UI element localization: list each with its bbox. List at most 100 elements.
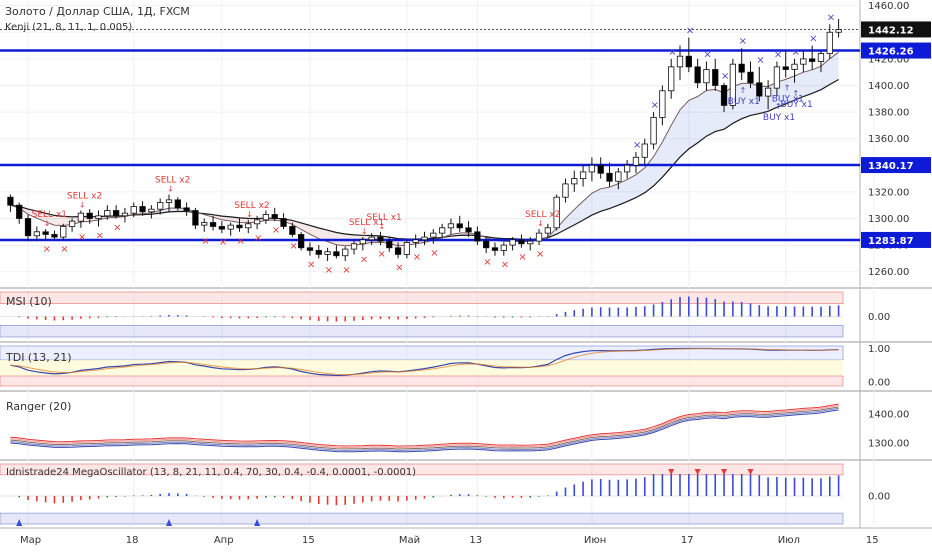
buy-cross-marker: ×	[686, 26, 694, 37]
candle-body	[24, 218, 32, 237]
kenji-cloud-segment	[829, 52, 839, 85]
candle-body	[694, 66, 701, 84]
price-tick-label: 1400.00	[868, 81, 909, 92]
candle-body	[33, 231, 40, 237]
candle-body	[280, 218, 287, 227]
candle-body	[773, 66, 781, 89]
buy-cross-marker: ×	[809, 34, 817, 45]
sell-signal-label: SELL x1	[349, 218, 384, 228]
candle-body	[571, 178, 578, 185]
candle-body	[756, 82, 763, 97]
sell-cross-marker: ×	[325, 265, 333, 276]
mega-top-marker	[721, 469, 728, 475]
price-tick-label: 1320.00	[868, 187, 909, 198]
candle-body	[139, 206, 146, 213]
candle-body	[465, 227, 472, 233]
candle-body	[359, 239, 366, 245]
candle-body	[562, 183, 569, 198]
oversold-zone	[0, 512, 844, 525]
kenji-cloud-segment	[609, 183, 619, 209]
candle-body	[474, 231, 481, 242]
candle-body	[253, 219, 261, 225]
mega-top-marker	[694, 469, 701, 475]
buy-cross-marker: ×	[774, 50, 782, 61]
candle-body	[42, 231, 49, 235]
candle-body	[130, 206, 137, 214]
sell-signal-label: SELL x1	[366, 213, 401, 223]
level-price-label: 1283.87	[868, 236, 914, 247]
candle-body	[421, 236, 428, 241]
kenji-cloud-segment	[741, 83, 751, 119]
candle-body	[377, 236, 384, 242]
candle-body	[16, 204, 23, 219]
kenji-cloud-segment	[794, 72, 804, 101]
candle-body	[95, 215, 102, 219]
kenji-cloud-segment	[706, 89, 716, 137]
level-price-label: 1340.17	[868, 161, 914, 172]
candle-body	[218, 226, 225, 230]
candle-body	[350, 243, 358, 250]
sell-cross-marker: ×	[430, 248, 438, 259]
candle-body	[165, 199, 173, 203]
sell-cross-marker: ×	[501, 260, 509, 271]
tdi-signal-line	[10, 348, 839, 376]
sell-signal-arrow: ↓	[361, 227, 368, 236]
last-price-badge	[861, 21, 931, 38]
kenji-cloud-segment	[803, 69, 813, 97]
candle-body	[624, 164, 631, 173]
sell-cross-marker: ×	[342, 265, 350, 276]
ranger-pane-title: Ranger (20)	[6, 400, 72, 413]
candle-body	[483, 240, 490, 249]
buy-signal-arrow: ↑	[775, 102, 782, 111]
kenji-cloud-segment	[54, 215, 64, 226]
kenji-cloud-segment	[565, 209, 575, 230]
oversold-zone	[0, 325, 844, 338]
price-tick-label: 1460.00	[868, 1, 909, 12]
candle-body	[588, 164, 596, 173]
sell-signal-arrow: ↓	[167, 185, 174, 194]
buy-signal-label: BUY x1	[763, 113, 795, 123]
sell-cross-marker: ×	[377, 249, 385, 260]
sell-cross-marker: ×	[518, 252, 526, 263]
sell-cross-marker: ×	[113, 222, 121, 233]
candle-body	[535, 232, 543, 242]
tdi-lower-zone	[0, 375, 844, 387]
candle-body	[729, 63, 736, 106]
sell-signal-arrow: ↓	[378, 222, 385, 231]
kenji-cloud-segment	[318, 227, 328, 242]
price-tick-label: 1260.00	[868, 267, 909, 278]
sell-cross-marker: ×	[254, 233, 262, 244]
candle-body	[86, 212, 93, 219]
ranger-band-line	[10, 407, 839, 451]
candle-body	[720, 85, 728, 106]
buy-signal-arrow: ↑	[740, 86, 747, 95]
candle-body	[782, 66, 789, 70]
buy-signal-label: BUY x1	[772, 94, 804, 104]
level-price-badge	[861, 157, 931, 174]
kenji-cloud-segment	[301, 222, 310, 235]
sell-cross-marker: ×	[60, 244, 68, 255]
ranger-band-line	[10, 405, 839, 449]
candle-body	[544, 227, 551, 234]
time-tick-label: Мар	[20, 535, 41, 546]
sell-cross-marker: ×	[360, 254, 368, 265]
buy-cross-marker: ×	[756, 55, 764, 66]
candle-body	[245, 223, 252, 229]
ranger-band-line	[10, 406, 839, 450]
buy-cross-marker: ×	[703, 50, 711, 61]
msi-pane-title: MSI (10)	[6, 295, 52, 308]
sell-signal-arrow: ↓	[246, 210, 253, 219]
tdi-tick-label: 1.00	[868, 344, 890, 355]
kenji-cloud-segment	[635, 167, 645, 198]
kenji-cloud-segment	[697, 90, 707, 143]
buy-signal-label: BUY x1	[781, 100, 813, 110]
candle-body	[438, 227, 446, 234]
candle-body	[456, 223, 463, 229]
candle-body	[817, 53, 825, 62]
sell-signal-label: SELL x1	[32, 210, 67, 220]
kenji-cloud-segment	[680, 100, 689, 158]
level-price-badge	[861, 231, 931, 248]
mega-bottom-marker	[165, 519, 172, 526]
sell-signal-arrow: ↓	[537, 219, 544, 228]
